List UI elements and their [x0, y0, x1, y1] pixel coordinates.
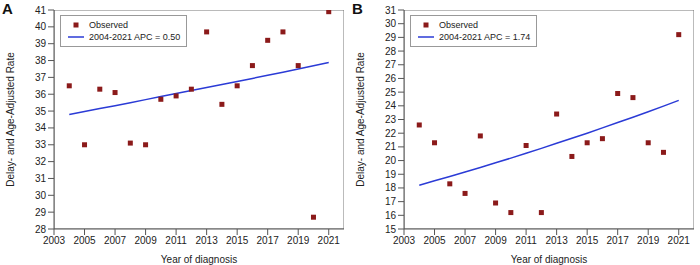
svg-text:2019: 2019: [637, 235, 660, 246]
svg-text:2015: 2015: [226, 235, 249, 246]
svg-text:Year of diagnosis: Year of diagnosis: [161, 254, 237, 265]
svg-text:17: 17: [385, 196, 397, 207]
svg-text:2007: 2007: [104, 235, 127, 246]
svg-text:32: 32: [35, 156, 47, 167]
svg-text:36: 36: [35, 89, 47, 100]
svg-text:25: 25: [385, 87, 397, 98]
svg-text:30: 30: [35, 190, 47, 201]
svg-text:40: 40: [35, 21, 47, 32]
svg-text:31: 31: [385, 5, 397, 16]
svg-text:37: 37: [35, 72, 47, 83]
svg-text:2013: 2013: [546, 235, 569, 246]
svg-text:2005: 2005: [73, 235, 96, 246]
svg-text:20: 20: [385, 155, 397, 166]
svg-text:15: 15: [385, 224, 397, 235]
svg-text:22: 22: [385, 128, 397, 139]
svg-text:26: 26: [385, 73, 397, 84]
svg-text:2009: 2009: [134, 235, 157, 246]
svg-text:2005: 2005: [423, 235, 446, 246]
html-text:Observed: Observed: [89, 20, 128, 30]
svg-text:29: 29: [35, 207, 47, 218]
svg-text:2011: 2011: [165, 235, 187, 246]
svg-text:Year of diagnosis: Year of diagnosis: [511, 254, 587, 265]
svg-text:2013: 2013: [196, 235, 219, 246]
svg-text:2017: 2017: [607, 235, 630, 246]
svg-text:16: 16: [385, 210, 397, 221]
svg-text:2021: 2021: [668, 235, 691, 246]
svg-text:28: 28: [385, 46, 397, 57]
html-text:Observed: Observed: [439, 20, 478, 30]
svg-text:2011: 2011: [515, 235, 537, 246]
svg-text:29: 29: [385, 32, 397, 43]
svg-text:2019: 2019: [287, 235, 310, 246]
svg-text:2007: 2007: [454, 235, 477, 246]
svg-text:28: 28: [35, 224, 47, 235]
svg-text:23: 23: [385, 114, 397, 125]
svg-text:19: 19: [385, 169, 397, 180]
svg-text:33: 33: [35, 139, 47, 150]
svg-text:21: 21: [385, 141, 397, 152]
svg-text:39: 39: [35, 38, 47, 49]
svg-text:Delay- and Age-Adjusted Rate: Delay- and Age-Adjusted Rate: [355, 52, 366, 187]
svg-text:2009: 2009: [484, 235, 507, 246]
svg-text:2015: 2015: [576, 235, 599, 246]
svg-text:35: 35: [35, 106, 47, 117]
svg-text:31: 31: [35, 173, 47, 184]
html-text:A: A: [2, 0, 13, 17]
svg-text:2003: 2003: [393, 235, 416, 246]
svg-text:27: 27: [385, 59, 397, 70]
svg-text:41: 41: [35, 5, 47, 16]
svg-text:30: 30: [385, 18, 397, 29]
svg-text:Delay- and Age-Adjusted Rate: Delay- and Age-Adjusted Rate: [8, 52, 16, 187]
svg-text:2003: 2003: [43, 235, 66, 246]
svg-text:2017: 2017: [257, 235, 280, 246]
svg-text:24: 24: [385, 100, 397, 111]
html-text:2004-2021 APC = 1.74: 2004-2021 APC = 1.74: [439, 32, 531, 42]
svg-text:34: 34: [35, 122, 47, 133]
html-text:2004-2021 APC = 0.50: 2004-2021 APC = 0.50: [89, 32, 181, 42]
svg-text:18: 18: [385, 182, 397, 193]
svg-text:38: 38: [35, 55, 47, 66]
html-text:B: B: [352, 0, 363, 17]
svg-text:2021: 2021: [318, 235, 341, 246]
